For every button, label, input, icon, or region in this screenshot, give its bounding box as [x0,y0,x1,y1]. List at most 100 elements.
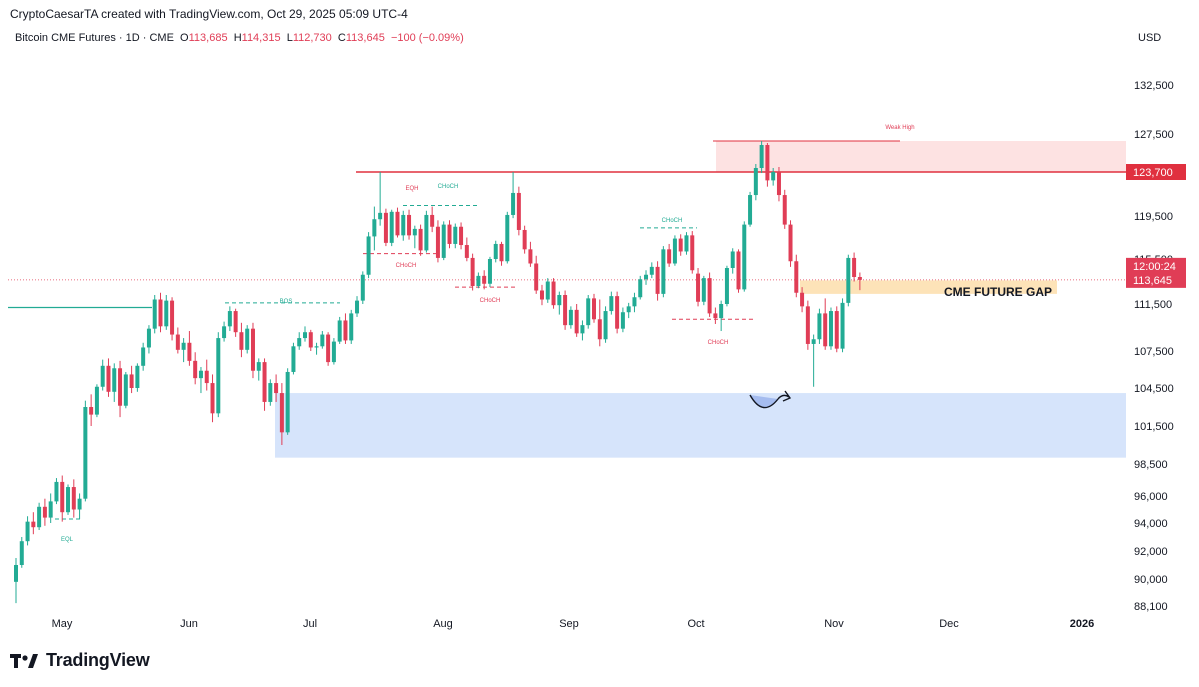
candle-body [672,238,677,264]
candle-body [447,224,452,244]
candle [60,475,65,522]
candle-body [42,506,47,518]
candle-body [54,481,59,502]
close-label: C [337,32,346,44]
candle-body [366,236,371,275]
candle [748,191,753,227]
candle-body [528,249,533,264]
eql-label: EQL [61,537,74,543]
candle-body [811,339,816,344]
candle [331,338,336,365]
candle-body [314,346,319,348]
candle [638,275,643,300]
candle [268,379,273,406]
candle [840,298,845,353]
candle [66,484,71,515]
weak-high-label: Weak High [885,125,914,131]
candle [823,298,828,350]
candle [285,368,290,435]
candle-body [551,281,556,306]
candle-body [71,487,76,510]
candle [303,326,307,342]
candle-body [175,334,180,350]
candle [314,342,319,355]
candle [77,493,82,519]
tradingview-brand[interactable]: TradingView [10,650,150,671]
candle-body [701,278,706,302]
candle [274,374,279,402]
candle-body [94,386,99,415]
candle [401,210,406,241]
candle [135,363,140,392]
candle [337,316,342,344]
candle [198,367,203,394]
candle-body [719,304,724,319]
candle [227,306,232,332]
candle-body [476,275,481,286]
candle-body [349,313,354,341]
currency-label[interactable]: USD [1138,32,1162,44]
candle [158,292,163,333]
candle-body [152,299,157,329]
candle [580,320,585,341]
candle [534,255,539,294]
candle-body [389,211,394,243]
candle [187,331,192,366]
candle-body [603,311,608,340]
candle-body [794,261,799,293]
candle-body [129,374,134,388]
candle [297,332,302,350]
candle-body [279,393,284,433]
choch-label-4: CHoCH [662,218,683,224]
price-tick-label: 107,500 [1134,346,1174,358]
candle [597,299,602,347]
candle [308,329,313,351]
candle [776,167,781,202]
candle-body [696,273,701,302]
candle [233,308,238,337]
candle [788,220,793,267]
candle-body [586,298,591,326]
candle [262,358,267,411]
candle [857,272,862,291]
candle [239,322,244,358]
time-tick-label: Jun [180,618,198,630]
price-tick-label: 132,500 [1134,80,1174,92]
candle-body [592,298,596,320]
high-value: 114,315 [241,32,281,44]
candle [378,172,383,226]
candle [574,304,579,337]
candle-body [407,214,412,236]
symbol-name[interactable]: Bitcoin CME Futures · 1D · CME [15,32,174,44]
candle-body [430,214,435,227]
candle [279,383,284,445]
candle-body [563,295,568,326]
candle-body [326,334,331,363]
candle-body [545,281,550,300]
candle-body [742,224,747,290]
candle-body [782,195,787,225]
candle [42,498,47,526]
annotations-layer: EQL BOS EQH CHoCH CHoCH CHoCH CHoCH CHoCH Weak H… [61,125,1052,543]
cme-gap-label: CME FUTURE GAP [944,285,1052,299]
resistance-price-tag [1126,164,1186,180]
candle [730,248,735,274]
candle-body [118,368,123,406]
candle [19,537,24,568]
candle-body [840,302,845,349]
candle-body [418,228,423,251]
candle-body [638,279,643,298]
candle-body [470,257,475,286]
tradingview-logo-icon [10,653,38,668]
candle-body [378,212,383,220]
candle-body [291,346,296,372]
candle-body [233,311,238,333]
candle [320,331,325,349]
candle-body [753,168,758,196]
candle-body [256,362,261,371]
candle [141,342,146,371]
candle-body [620,312,625,329]
candle [696,268,701,307]
candle [644,270,649,285]
